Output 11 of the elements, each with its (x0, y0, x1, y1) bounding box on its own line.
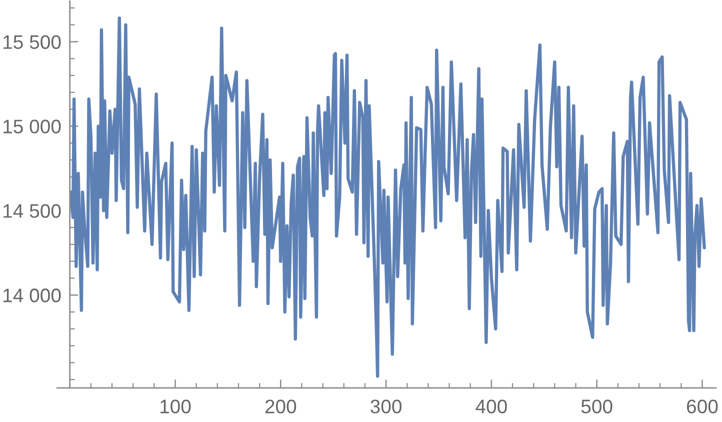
x-tick-label: 100 (160, 400, 191, 414)
y-tick-label: 14 000 (4, 288, 61, 302)
x-tick-label: 400 (476, 400, 507, 414)
x-tick-label: 200 (265, 400, 296, 414)
x-tick-label: 500 (581, 400, 612, 414)
y-tick-label: 15 000 (4, 120, 61, 134)
y-tick-label: 14 500 (4, 204, 61, 218)
y-tick-label: 15 500 (4, 35, 61, 49)
x-tick-label: 300 (370, 400, 402, 414)
line-series (69, 16, 706, 378)
x-tick-label: 600 (687, 400, 718, 414)
